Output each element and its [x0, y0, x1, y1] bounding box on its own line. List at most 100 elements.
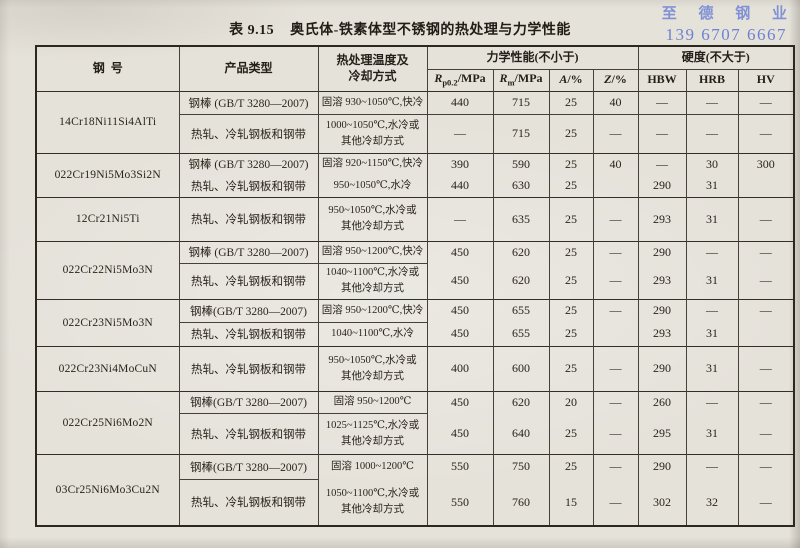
col-header-z: Z/%	[592, 68, 638, 91]
table-row: 022Cr19Ni5Mo3Si2N 钢棒 (GB/T 3280—2007) 固溶 9…	[35, 152, 795, 197]
value-cell: 620	[492, 390, 549, 413]
col-group-hardness: 硬度(不大于)	[637, 46, 795, 69]
value-cell: 450	[426, 413, 493, 454]
value-cell: —	[592, 196, 638, 241]
grade-cell: 022Cr23Ni5Mo3N	[35, 298, 179, 346]
value-cell	[592, 322, 638, 346]
value-cell: 655	[492, 322, 549, 346]
value-cell: 290	[637, 298, 686, 322]
value-cell: 260	[637, 390, 686, 413]
product-type-cell: 钢棒 (GB/T 3280—2007)	[178, 240, 318, 263]
table-row: 热轧、冷轧钢板和钢带 1040~1100℃,水冷 450 655 25 293 31	[36, 321, 795, 346]
value-cell: 620	[492, 263, 549, 299]
grade-cell: 022Cr19Ni5Mo3Si2N	[35, 152, 179, 197]
properties-table: 钢 号 产品类型 热处理温度及 冷却方式 力学性能(不小于) 硬度(不大于) R…	[35, 45, 796, 527]
value-cell: 600	[492, 345, 549, 391]
value-cell: 440	[426, 90, 493, 114]
value-cell: 450	[426, 263, 493, 299]
value-cell: 25	[548, 453, 593, 479]
value-cell: 31	[685, 263, 738, 299]
value-cell: 25	[548, 196, 593, 241]
value-cell: 31	[685, 322, 738, 346]
value-cell: 590	[492, 152, 549, 175]
heat-treatment-cell: 950~1050℃,水冷或 其他冷却方式	[317, 345, 427, 391]
value-cell: 450	[426, 390, 493, 413]
table-row: 热轧、冷轧钢板和钢带 950~1050℃,水冷 440 630 25 290 31	[36, 175, 795, 197]
grade-cell: 12Cr21Ni5Ti	[35, 196, 179, 241]
heat-treatment-cell: 1050~1100℃,水冷或 其他冷却方式	[317, 479, 427, 526]
value-cell: 25	[548, 240, 593, 263]
product-type-cell: 热轧、冷轧钢板和钢带	[178, 196, 318, 241]
value-cell: —	[426, 196, 493, 241]
grade-cell: 022Cr25Ni6Mo2N	[35, 390, 179, 454]
value-cell: 25	[548, 152, 593, 175]
table-row: 03Cr25Ni6Mo3Cu2N 钢棒(GB/T 3280—2007) 固溶 100…	[35, 453, 795, 526]
value-cell: —	[685, 240, 738, 263]
grade-cell: 022Cr23Ni4MoCuN	[35, 345, 179, 391]
product-type-cell: 热轧、冷轧钢板和钢带	[178, 321, 318, 346]
product-type-cell: 钢棒 (GB/T 3280—2007)	[178, 90, 318, 114]
value-cell: 40	[592, 90, 638, 114]
value-cell: 290	[637, 240, 686, 263]
value-cell: 715	[492, 90, 549, 114]
heat-treatment-cell: 1000~1050℃,水冷或 其他冷却方式	[317, 113, 427, 153]
value-cell: —	[685, 113, 738, 153]
heat-treatment-cell: 1025~1125℃,水冷或 其他冷却方式	[317, 412, 427, 454]
grade-cell: 03Cr25Ni6Mo3Cu2N	[35, 453, 179, 526]
value-cell: —	[637, 152, 686, 175]
value-cell: —	[592, 240, 638, 263]
table-row: 022Cr22Ni5Mo3N 钢棒 (GB/T 3280—2007) 固溶 950~…	[35, 240, 795, 299]
grade-cell: 14Cr18Ni11Si4AlTi	[35, 90, 179, 153]
col-header-hrb: HRB	[685, 68, 738, 91]
col-header-rp02: Rp0.2/MPa	[426, 68, 493, 91]
value-cell: —	[592, 390, 638, 413]
heat-treatment-cell: 固溶 930~1050℃,快冷	[317, 90, 427, 114]
value-cell: —	[592, 113, 638, 153]
value-cell: 20	[548, 390, 593, 413]
value-cell: 300	[737, 152, 795, 175]
table-row: 022Cr25Ni6Mo2N 钢棒(GB/T 3280—2007) 固溶 950~1…	[35, 390, 795, 454]
heat-treatment-cell: 固溶 920~1150℃,快冷	[317, 152, 427, 175]
value-cell: 25	[548, 90, 593, 114]
value-cell: 25	[548, 345, 593, 391]
table-title-text: 奥氏体-铁素体型不锈钢的热处理与力学性能	[290, 23, 571, 38]
table-wrapper: 钢 号 产品类型 热处理温度及 冷却方式 力学性能(不小于) 硬度(不大于) R…	[35, 45, 796, 527]
value-cell: —	[737, 90, 795, 114]
heat-treatment-cell: 固溶 950~1200℃,快冷	[317, 240, 427, 263]
value-cell: 32	[685, 479, 738, 526]
value-cell	[737, 322, 795, 346]
value-cell: 25	[548, 322, 593, 346]
value-cell: 750	[492, 453, 549, 479]
value-cell: 290	[637, 345, 686, 391]
value-cell: 640	[492, 413, 549, 454]
table-row: 热轧、冷轧钢板和钢带 1025~1125℃,水冷或 其他冷却方式 450 640 25—…	[36, 412, 795, 454]
col-header-product: 产品类型	[178, 46, 318, 91]
col-header-hbw: HBW	[637, 68, 686, 91]
page-title: 表 9.15 奥氏体-铁素体型不锈钢的热处理与力学性能	[0, 19, 800, 39]
col-header-rm: Rm/MPa	[492, 68, 549, 91]
heat-treatment-cell: 固溶 950~1200℃	[317, 390, 427, 413]
value-cell: 390	[426, 152, 493, 175]
table-row: 14Cr18Ni11Si4AlTi 钢棒 (GB/T 3280—2007) 固溶 9…	[35, 90, 795, 153]
value-cell: —	[737, 113, 795, 153]
value-cell: 620	[492, 240, 549, 263]
heat-treatment-cell: 950~1050℃,水冷或 其他冷却方式	[317, 196, 427, 241]
value-cell: 655	[492, 298, 549, 322]
value-cell: 400	[426, 345, 493, 391]
value-cell: 450	[426, 322, 493, 346]
value-cell: 15	[548, 479, 593, 526]
value-cell: —	[737, 453, 795, 479]
product-type-cell: 钢棒(GB/T 3280—2007)	[178, 390, 318, 413]
value-cell: 450	[426, 240, 493, 263]
table-row: 022Cr23Ni5Mo3N 钢棒(GB/T 3280—2007) 固溶 950~1…	[35, 298, 795, 346]
value-cell: —	[426, 113, 493, 153]
value-cell: —	[737, 263, 795, 299]
table-row: 热轧、冷轧钢板和钢带 1050~1100℃,水冷或 其他冷却方式 550 760 15—…	[36, 478, 795, 526]
value-cell: 760	[492, 479, 549, 526]
col-header-grade: 钢 号	[35, 46, 179, 91]
value-cell: 302	[637, 479, 686, 526]
value-cell: —	[685, 453, 738, 479]
product-type-cell: 热轧、冷轧钢板和钢带	[178, 412, 318, 454]
value-cell: 293	[637, 322, 686, 346]
